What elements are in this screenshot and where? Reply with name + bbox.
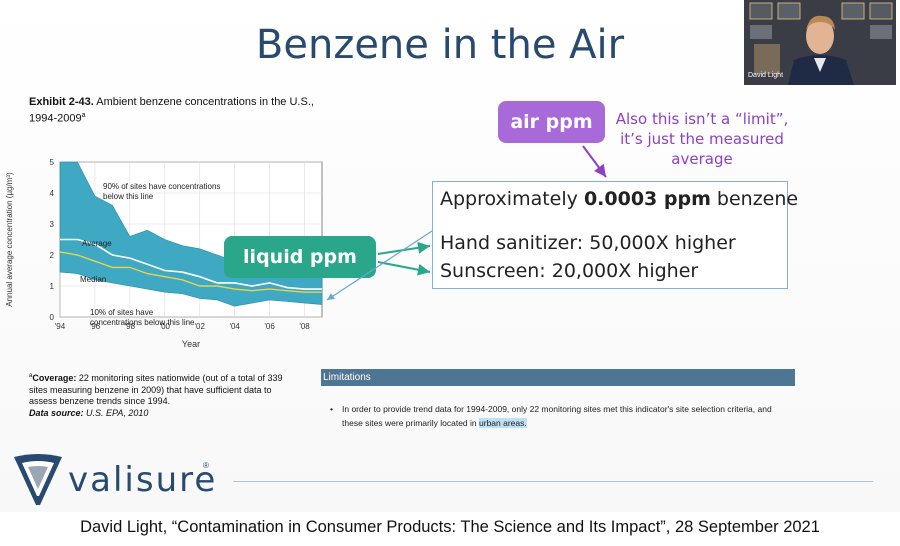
y-tick-label: 0 [50,313,55,322]
exhibit-superscript: a [81,112,86,119]
arrow-to-sunscreen [377,261,431,276]
limitations-header: Limitations [321,369,795,386]
x-tick-label: '98 [125,322,136,331]
annotation-10pct-line1: 10% of sites have [90,308,154,317]
air-ppm-label: air ppm [498,101,605,143]
x-tick-label: '02 [195,322,206,331]
source-text: U.S. EPA, 2010 [86,407,149,418]
exhibit-label: Exhibit 2-43. [29,96,94,108]
annotation-arrows [326,145,607,301]
y-tick-label: 2 [50,251,55,260]
source-caption: David Light, “Contamination in Consumer … [0,512,900,546]
bullet-icon: • [330,404,333,414]
slide-title: Benzene in the Air [255,22,625,68]
liquid-ppm-label: liquid ppm [224,236,376,278]
arrow-box-to-chart [326,230,433,301]
annotation-10pct-line2: concentrations below this line [90,318,195,327]
y-tick-label: 5 [50,158,55,167]
exhibit-title: Ambient benzene concentrations in the U.… [29,96,314,125]
comparison-prefix: Approximately [440,188,584,210]
arrow-to-air-ppm [582,145,607,178]
registered-mark: ® [203,461,209,470]
x-tick-label: '96 [90,322,101,331]
x-axis-label: Year [182,339,200,349]
y-tick-label: 3 [50,220,55,229]
comparison-suffix: benzene [710,188,799,210]
valisure-logo-icon [14,454,62,505]
comparison-value: 0.0003 ppm [583,188,711,210]
exhibit-caption: Exhibit 2-43. Ambient benzene concentrat… [29,95,329,126]
valisure-logo-text: valisure [68,460,218,500]
limitations-text: • In order to provide trend data for 199… [330,402,792,430]
annotation-90pct-line2: below this line [103,192,154,201]
annotation-average: Average [82,239,112,248]
comparison-line-sunscreen: Sunscreen: 20,000X higher [440,260,699,282]
webcam-video [744,0,896,85]
coverage-label: Coverage: [32,373,77,383]
x-tick-label: '08 [299,322,310,331]
annotation-median: Median [80,275,106,284]
coverage-text: 22 monitoring sites nationwide (out of a… [29,373,283,406]
x-tick-label: '00 [160,322,171,331]
slide: Benzene in the Air Exhibit 2-43. Ambient… [0,0,900,512]
x-tick-label: '04 [229,322,240,331]
limitations-sentence: In order to provide trend data for 1994-… [342,404,772,428]
footer-rule [233,481,873,482]
coverage-superscript: a [29,373,33,379]
limitations-highlight: urban areas. [479,418,527,428]
comparison-line-hand-sanitizer: Hand sanitizer: 50,000X higher [440,232,736,254]
median-line [59,251,322,293]
average-line [60,238,322,290]
x-tick-label: '94 [55,322,66,331]
webcam-name: David Light [748,72,784,79]
annotation-90pct-line1: 90% of sites have concentrations [103,182,220,191]
y-tick-label: 4 [50,189,55,198]
y-tick-label: 1 [50,282,55,291]
x-tick-label: '06 [264,322,275,331]
webcam-tile[interactable]: David Light [744,0,896,85]
benzene-chart: 0 1 2 3 4 5 '94 '96 '98 '00 '02 '04 '06 '08 Annual ave… [5,158,323,349]
y-axis-label: Annual average concentration (µg/m³) [5,172,14,307]
limit-note: Also this isn’t a “limit”, it’s just the… [615,110,789,168]
source-label: Data source: [29,407,84,418]
comparison-line-air: Approximately 0.0003 ppm benzene [440,188,798,210]
coverage-note: aCoverage: 22 monitoring sites nationwid… [29,371,299,419]
comparison-box: Approximately 0.0003 ppm benzene Hand sa… [432,181,798,289]
